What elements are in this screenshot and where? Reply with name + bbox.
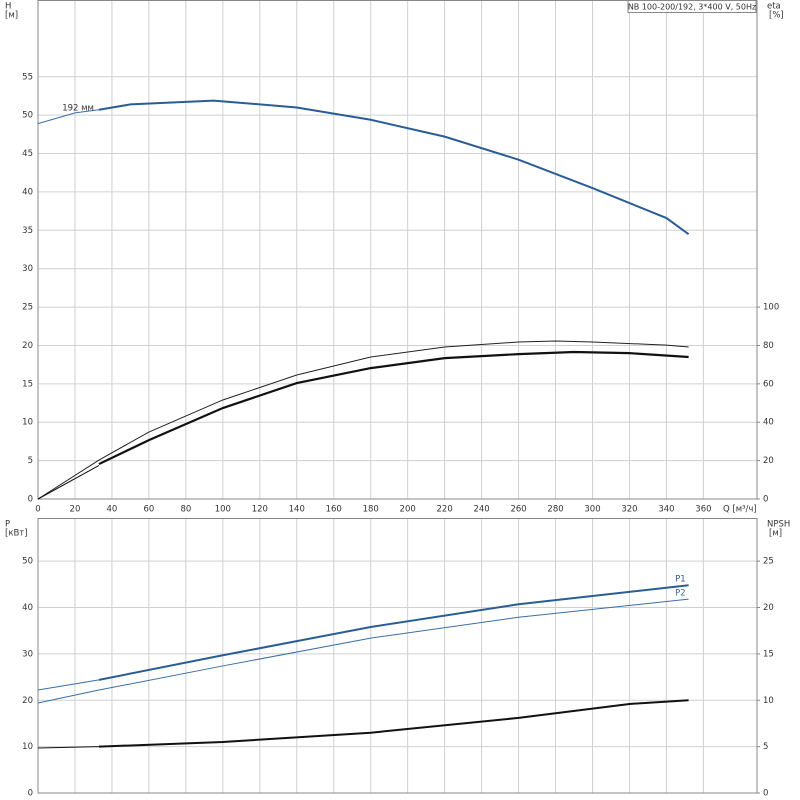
y2-tick-label: 100	[763, 303, 779, 313]
y-tick-label: 10	[22, 742, 33, 752]
y2-tick-label: 20	[763, 456, 774, 466]
y-tick-label: 20	[22, 696, 33, 706]
curve-label: P2	[675, 589, 686, 599]
x-tick-label: 360	[695, 505, 711, 515]
y-tick-label: 40	[22, 603, 33, 613]
y2-tick-label: 5	[763, 742, 768, 752]
y-axis-label: P	[5, 520, 10, 530]
x-axis-label: Q [м³/ч]	[723, 505, 757, 515]
curve	[37, 679, 100, 691]
y-tick-label: 10	[22, 418, 33, 428]
y-tick-label: 30	[22, 264, 33, 274]
y-axis-label: H	[5, 2, 11, 12]
x-tick-label: 120	[252, 505, 268, 515]
y2-tick-label: 80	[763, 341, 774, 351]
y2-tick-label: 60	[763, 379, 774, 389]
x-tick-label: 260	[510, 505, 526, 515]
plot-frame	[37, 0, 758, 500]
y2-axis-unit: [%]	[769, 11, 784, 21]
y2-tick-label: 20	[763, 603, 774, 613]
y2-tick-label: 0	[763, 789, 768, 799]
x-tick-label: 20	[70, 505, 81, 515]
x-tick-label: 300	[584, 505, 600, 515]
y-tick-label: 0	[28, 495, 33, 505]
y2-axis-unit: [м]	[769, 529, 782, 539]
x-tick-label: 280	[547, 505, 563, 515]
curve	[37, 746, 100, 749]
y-tick-label: 15	[22, 379, 33, 389]
curve	[37, 464, 100, 500]
curve	[98, 350, 689, 466]
y-tick-label: 40	[22, 187, 33, 197]
y-tick-label: 0	[28, 789, 33, 799]
x-tick-label: 200	[400, 505, 416, 515]
x-tick-label: 40	[107, 505, 118, 515]
curve	[37, 598, 689, 704]
y-tick-label: 25	[22, 303, 33, 313]
curve	[98, 699, 689, 748]
curve-label: P1	[675, 575, 686, 585]
y-axis-unit: [м]	[5, 11, 18, 21]
chart-title: NB 100-200/192, 3*400 V, 50Hz	[628, 3, 756, 12]
curve	[98, 99, 690, 235]
x-tick-label: 60	[143, 505, 154, 515]
y-tick-label: 50	[22, 557, 33, 567]
y2-tick-label: 0	[763, 495, 768, 505]
y2-tick-label: 25	[763, 557, 774, 567]
x-tick-label: 160	[326, 505, 342, 515]
curve	[98, 584, 689, 681]
title-box	[627, 0, 757, 13]
x-tick-label: 320	[621, 505, 637, 515]
y-tick-label: 50	[22, 111, 33, 121]
y-tick-label: 5	[28, 456, 33, 466]
y-tick-label: 20	[22, 341, 33, 351]
x-tick-label: 340	[658, 505, 674, 515]
y2-tick-label: 10	[763, 696, 774, 706]
y-tick-label: 45	[22, 149, 33, 159]
plot-frame	[37, 518, 758, 794]
y-tick-label: 35	[22, 226, 33, 236]
x-tick-label: 0	[35, 505, 40, 515]
curve	[37, 109, 100, 125]
curve-label: 192 мм	[62, 103, 94, 113]
curve	[37, 340, 689, 500]
y2-tick-label: 15	[763, 649, 774, 659]
y-tick-label: 30	[22, 649, 33, 659]
y-axis-unit: [кВт]	[5, 529, 28, 539]
y2-axis-label: eta	[767, 2, 781, 12]
x-tick-label: 140	[289, 505, 305, 515]
y2-tick-label: 40	[763, 418, 774, 428]
y-tick-label: 55	[22, 72, 33, 82]
x-tick-label: 240	[473, 505, 489, 515]
x-tick-label: 220	[437, 505, 453, 515]
x-tick-label: 100	[215, 505, 231, 515]
x-tick-label: 180	[363, 505, 379, 515]
y2-axis-label: NPSH	[767, 520, 790, 530]
x-tick-label: 80	[180, 505, 191, 515]
